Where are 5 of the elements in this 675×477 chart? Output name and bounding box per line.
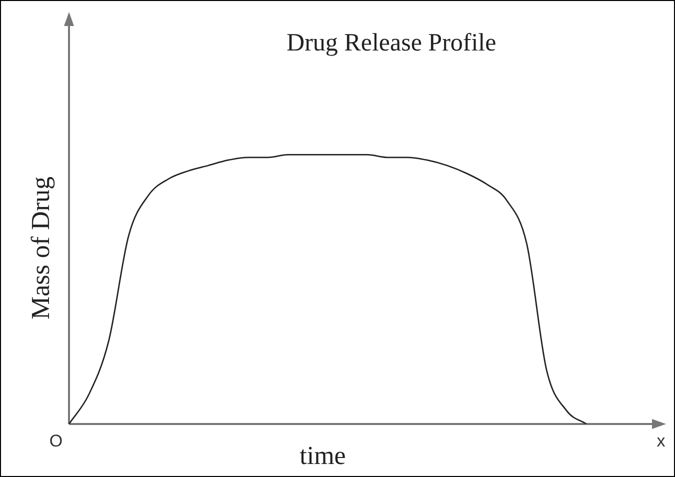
x-axis-title: time — [300, 440, 346, 470]
text: O — [49, 432, 63, 451]
chart-title: Drug Release Profile — [286, 30, 496, 57]
y-axis-title: Mass of Drug — [26, 176, 55, 320]
text: x — [656, 432, 666, 451]
